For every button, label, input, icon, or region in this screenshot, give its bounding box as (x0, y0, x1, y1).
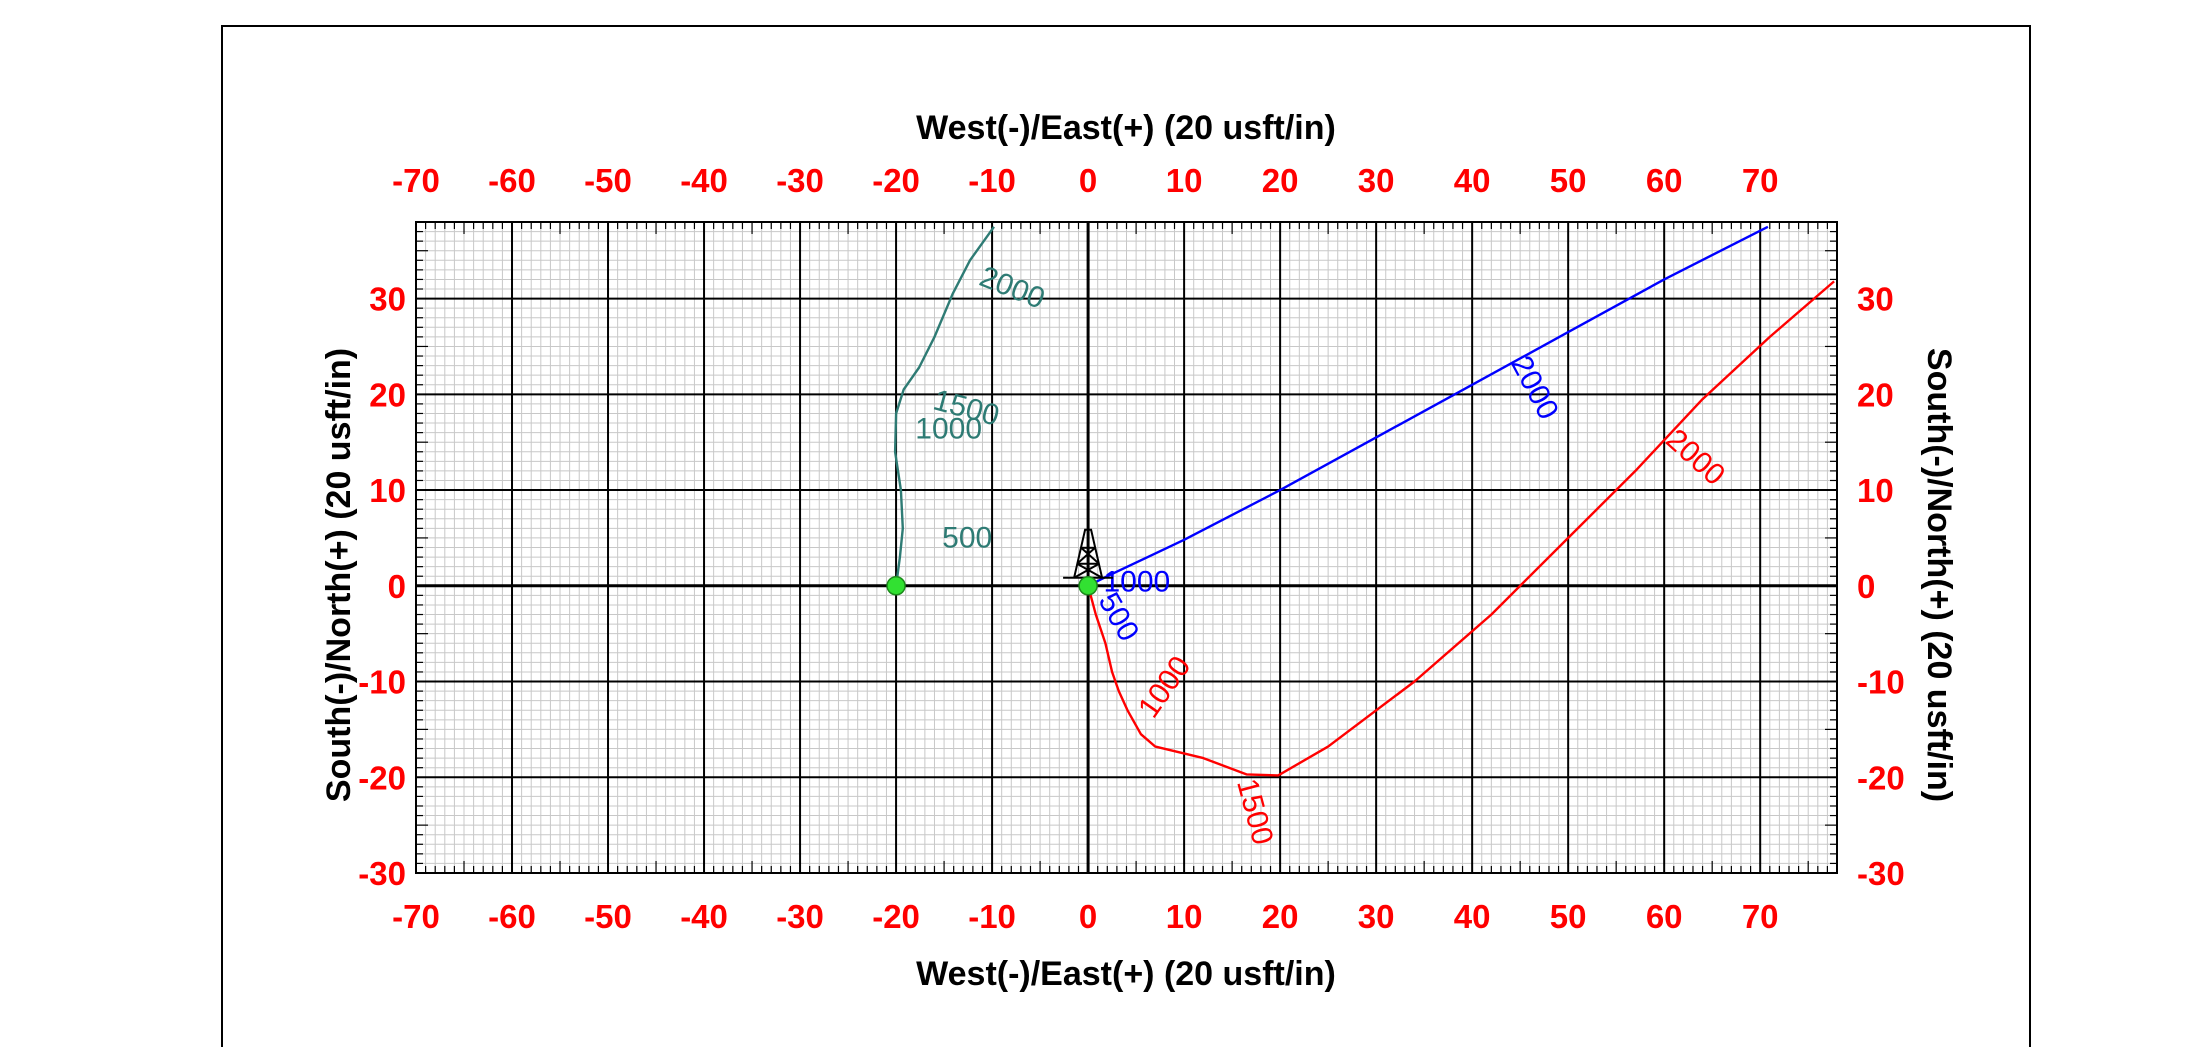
x-tick-label-bottom: -20 (872, 898, 920, 935)
x-tick-label-bottom: -30 (776, 898, 824, 935)
y-tick-label-right: -30 (1857, 855, 1905, 892)
x-tick-label-bottom: -10 (968, 898, 1016, 935)
x-tick-label-bottom: 40 (1454, 898, 1491, 935)
x-tick-label-bottom: 10 (1166, 898, 1203, 935)
marker-layer (886, 576, 1098, 596)
depth-label: 500 (942, 522, 992, 555)
rig-icon-stroke (1080, 547, 1100, 565)
well-path-line-3 (1086, 280, 1835, 777)
rig-icon-stroke (1073, 562, 1100, 579)
y-tick-label-left: 30 (369, 281, 406, 318)
y-axis-title-right: South(-)/North(+) (20 usft/in) (1920, 348, 1958, 802)
x-tick-label-top: -50 (584, 162, 632, 199)
rig-icon-stroke (1073, 528, 1104, 579)
x-tick-label-top: 0 (1079, 162, 1097, 199)
x-tick-label-top: 60 (1646, 162, 1683, 199)
x-tick-label-top: -30 (776, 162, 824, 199)
x-tick-label-top: -60 (488, 162, 536, 199)
x-tick-label-top: 10 (1166, 162, 1203, 199)
x-tick-label-bottom: 20 (1262, 898, 1299, 935)
x-tick-label-bottom: 0 (1079, 898, 1097, 935)
wellhead-marker (1078, 576, 1098, 596)
x-tick-label-top: 20 (1262, 162, 1299, 199)
x-tick-label-top: 70 (1742, 162, 1779, 199)
depth-label: 1000 (915, 412, 982, 445)
tick-label-layer: -70 -70 -60 -60 -50 -50 -40 -40 -30 -30 -20 -20 -10 -… (358, 162, 1904, 935)
x-tick-label-top: 40 (1454, 162, 1491, 199)
x-tick-label-top: -40 (680, 162, 728, 199)
y-tick-label-left: -20 (358, 759, 406, 796)
x-tick-label-top: -10 (968, 162, 1016, 199)
y-tick-label-right: -20 (1857, 759, 1905, 796)
x-tick-label-bottom: 70 (1742, 898, 1779, 935)
x-tick-label-top: -70 (392, 162, 440, 199)
x-axis-title-top: West(-)/East(+) (20 usft/in) (916, 109, 1336, 147)
x-tick-label-bottom: 50 (1550, 898, 1587, 935)
x-axis-title-bottom: West(-)/East(+) (20 usft/in) (916, 955, 1336, 993)
y-tick-label-left: -10 (358, 664, 406, 701)
y-tick-label-left: 0 (388, 568, 406, 605)
x-tick-label-top: 30 (1358, 162, 1395, 199)
y-tick-label-right: 30 (1857, 281, 1894, 318)
x-tick-label-bottom: 60 (1646, 898, 1683, 935)
x-tick-label-bottom: -50 (584, 898, 632, 935)
y-tick-label-right: 0 (1857, 568, 1875, 605)
y-tick-label-left: 10 (369, 472, 406, 509)
x-tick-label-bottom: 30 (1358, 898, 1395, 935)
well-path-line-1 (893, 226, 995, 586)
x-tick-label-bottom: -70 (392, 898, 440, 935)
y-tick-label-left: -30 (358, 855, 406, 892)
rig-icon-stroke (1076, 562, 1103, 579)
wellhead-marker (886, 576, 906, 596)
y-tick-label-right: 20 (1857, 376, 1894, 413)
y-tick-label-right: -10 (1857, 664, 1905, 701)
x-tick-label-bottom: -40 (680, 898, 728, 935)
y-tick-label-right: 10 (1857, 472, 1894, 509)
edge-ticks (415, 221, 1838, 874)
rig-icon-stroke (1076, 547, 1096, 565)
x-tick-label-top: 50 (1550, 162, 1587, 199)
x-tick-label-bottom: -60 (488, 898, 536, 935)
y-tick-label-left: 20 (369, 376, 406, 413)
x-tick-label-top: -20 (872, 162, 920, 199)
series-layer (893, 225, 1835, 777)
rig-icon (1063, 528, 1114, 579)
y-axis-title-left: South(-)/North(+) (20 usft/in) (320, 348, 358, 802)
depth-label: 1000 (1103, 566, 1170, 599)
well-path-line-2 (1087, 225, 1769, 587)
